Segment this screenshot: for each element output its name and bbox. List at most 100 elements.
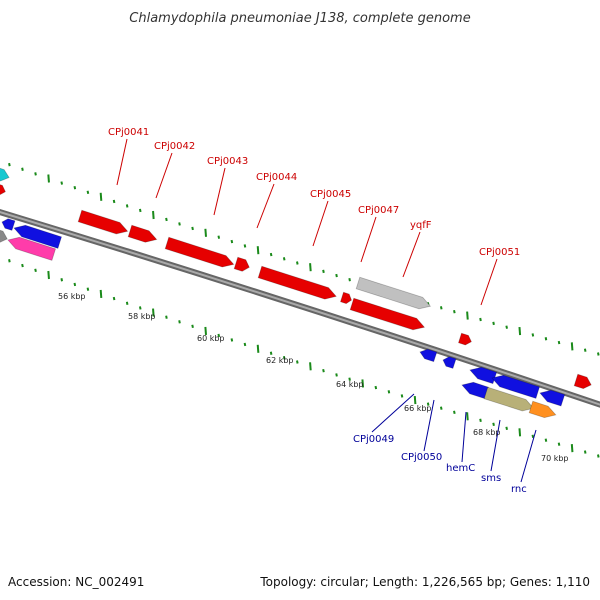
inner-ring-tick: [309, 362, 312, 371]
gene-label-sms[interactable]: sms: [481, 473, 501, 484]
outer-ring-tick: [518, 327, 522, 336]
inner-ring-tick: [99, 289, 103, 298]
gene-arrow-cpj0046[interactable]: [339, 291, 352, 305]
outer-tick-ring: [8, 162, 600, 356]
outer-ring-tick: [322, 269, 325, 274]
inner-ring-tick: [400, 394, 404, 398]
outer-ring-tick: [492, 321, 495, 326]
gene-label-cpj0049[interactable]: CPj0049: [353, 434, 394, 445]
inner-ring-tick: [178, 320, 181, 324]
gene-arrow-cpj0042[interactable]: [127, 224, 158, 243]
gene-label-cpj0042[interactable]: CPj0042: [154, 141, 195, 152]
gene-arrow-sms[interactable]: [483, 386, 535, 412]
inner-ring-tick: [60, 278, 64, 282]
outer-ring-tick: [178, 222, 181, 226]
gene-arrow-cpj0050[interactable]: [442, 356, 457, 369]
inner-ring-tick: [322, 368, 325, 373]
inner-ring-tick: [505, 426, 508, 431]
gene-arrow-fwd-right[interactable]: [573, 373, 592, 390]
inner-ring-tick: [152, 308, 155, 317]
leader-rnc: [520, 429, 537, 483]
outer-ring-tick: [204, 228, 207, 237]
forward-gene-labels: CPj0041 CPj0042 CPj0043 CPj0044 CPj0045 …: [108, 127, 520, 258]
leader-yqff: [402, 231, 421, 278]
label-leaders: [116, 138, 537, 483]
topology-text: Topology: circular; Length: 1,226,565 bp…: [259, 575, 590, 589]
gene-label-hemc[interactable]: hemC: [446, 463, 475, 474]
gene-label-cpj0044[interactable]: CPj0044: [256, 172, 297, 183]
gene-label-cpj0041[interactable]: CPj0041: [108, 127, 149, 138]
inner-ring-tick: [439, 406, 443, 410]
scale-label-60kbp: 60 kbp: [197, 334, 225, 343]
scale-label-70kbp: 70 kbp: [541, 454, 569, 463]
scale-label-68kbp: 68 kbp: [473, 428, 501, 437]
reverse-gene-labels: CPj0049 CPj0050 hemC sms rnc: [353, 434, 527, 495]
scale-label-64kbp: 64 kbp: [336, 380, 364, 389]
inner-ring-tick: [479, 418, 482, 423]
outer-ring-tick: [47, 174, 50, 183]
outer-ring-tick: [269, 252, 273, 257]
leader-cpj0044: [256, 183, 275, 229]
gene-arrow-rnc-upper[interactable]: [539, 389, 566, 407]
inner-ring-tick: [361, 379, 365, 388]
map-title: Chlamydophila pneumoniae J138, complete …: [129, 11, 470, 26]
gene-label-cpj0043[interactable]: CPj0043: [207, 156, 248, 167]
gene-arrow-fwd-edge[interactable]: [0, 183, 6, 196]
gene-arrow-cpj0044[interactable]: [233, 256, 250, 272]
gene-arrow-cpj0041[interactable]: [77, 209, 129, 235]
inner-ring-tick: [86, 287, 90, 291]
inner-ring-tick: [387, 390, 391, 394]
gene-label-cpj0050[interactable]: CPj0050: [401, 452, 442, 463]
inner-ring-tick: [256, 344, 260, 353]
inner-ring-tick: [570, 444, 574, 453]
gene-arrow-rev-left[interactable]: [1, 218, 16, 231]
inner-ring-tick: [204, 326, 207, 335]
gene-arrow-rnc[interactable]: [528, 400, 557, 419]
accession-text: Accession: NC_002491: [8, 575, 144, 589]
inner-ring-tick: [518, 428, 522, 437]
leader-cpj0049: [371, 393, 415, 433]
scale-label-58kbp: 58 kbp: [128, 312, 156, 321]
leader-cpj0045: [312, 200, 329, 247]
inner-ring-tick: [21, 263, 24, 268]
inner-ring-tick: [191, 324, 194, 329]
gene-arrow-cpj0049[interactable]: [419, 348, 438, 363]
inner-ring-tick: [269, 351, 273, 355]
gene-arrow-sms-upper[interactable]: [491, 374, 541, 399]
leader-hemc: [461, 411, 467, 463]
gene-arrow-cpj0047[interactable]: [349, 297, 426, 331]
outer-ring-tick: [348, 277, 351, 282]
outer-ring-tick: [583, 348, 587, 352]
scale-label-66kbp: 66 kbp: [404, 404, 432, 413]
gene-label-rnc[interactable]: rnc: [511, 484, 527, 495]
outer-ring-tick: [230, 239, 234, 244]
outer-ring-tick: [125, 204, 129, 208]
gene-label-cpj0051[interactable]: CPj0051: [479, 247, 520, 258]
gene-label-cpj0045[interactable]: CPj0045: [310, 189, 351, 200]
leader-cpj0051: [480, 258, 498, 306]
gene-arrow-gray-left[interactable]: [0, 228, 8, 243]
inner-ring-tick: [335, 373, 338, 377]
leader-cpj0043: [213, 167, 226, 216]
gene-arrow-rev-left-2[interactable]: [13, 224, 63, 249]
gene-arrow-cpj0045[interactable]: [257, 265, 337, 300]
gene-arrow-cpj0043[interactable]: [164, 236, 235, 268]
gene-label-yqff[interactable]: yqfF: [410, 220, 432, 231]
gene-arrow-cyan[interactable]: [0, 166, 10, 182]
gene-arrow-magenta[interactable]: [7, 236, 57, 261]
gene-arrow-hemc-upper[interactable]: [469, 366, 498, 385]
gene-arrow-yqff[interactable]: [355, 276, 432, 310]
outer-ring-tick: [86, 190, 90, 194]
inner-ring-tick: [296, 360, 299, 364]
outer-ring-tick: [505, 325, 508, 329]
outer-ring-tick: [466, 311, 469, 320]
gene-label-cpj0047[interactable]: CPj0047: [358, 205, 399, 216]
outer-ring-tick: [99, 192, 103, 201]
gene-features: [0, 166, 592, 419]
outer-ring-tick: [34, 172, 37, 176]
leader-cpj0041: [116, 138, 128, 186]
inner-ring-tick: [8, 259, 11, 263]
gene-arrow-cpj0051[interactable]: [458, 332, 472, 346]
leader-cpj0047: [360, 216, 377, 263]
